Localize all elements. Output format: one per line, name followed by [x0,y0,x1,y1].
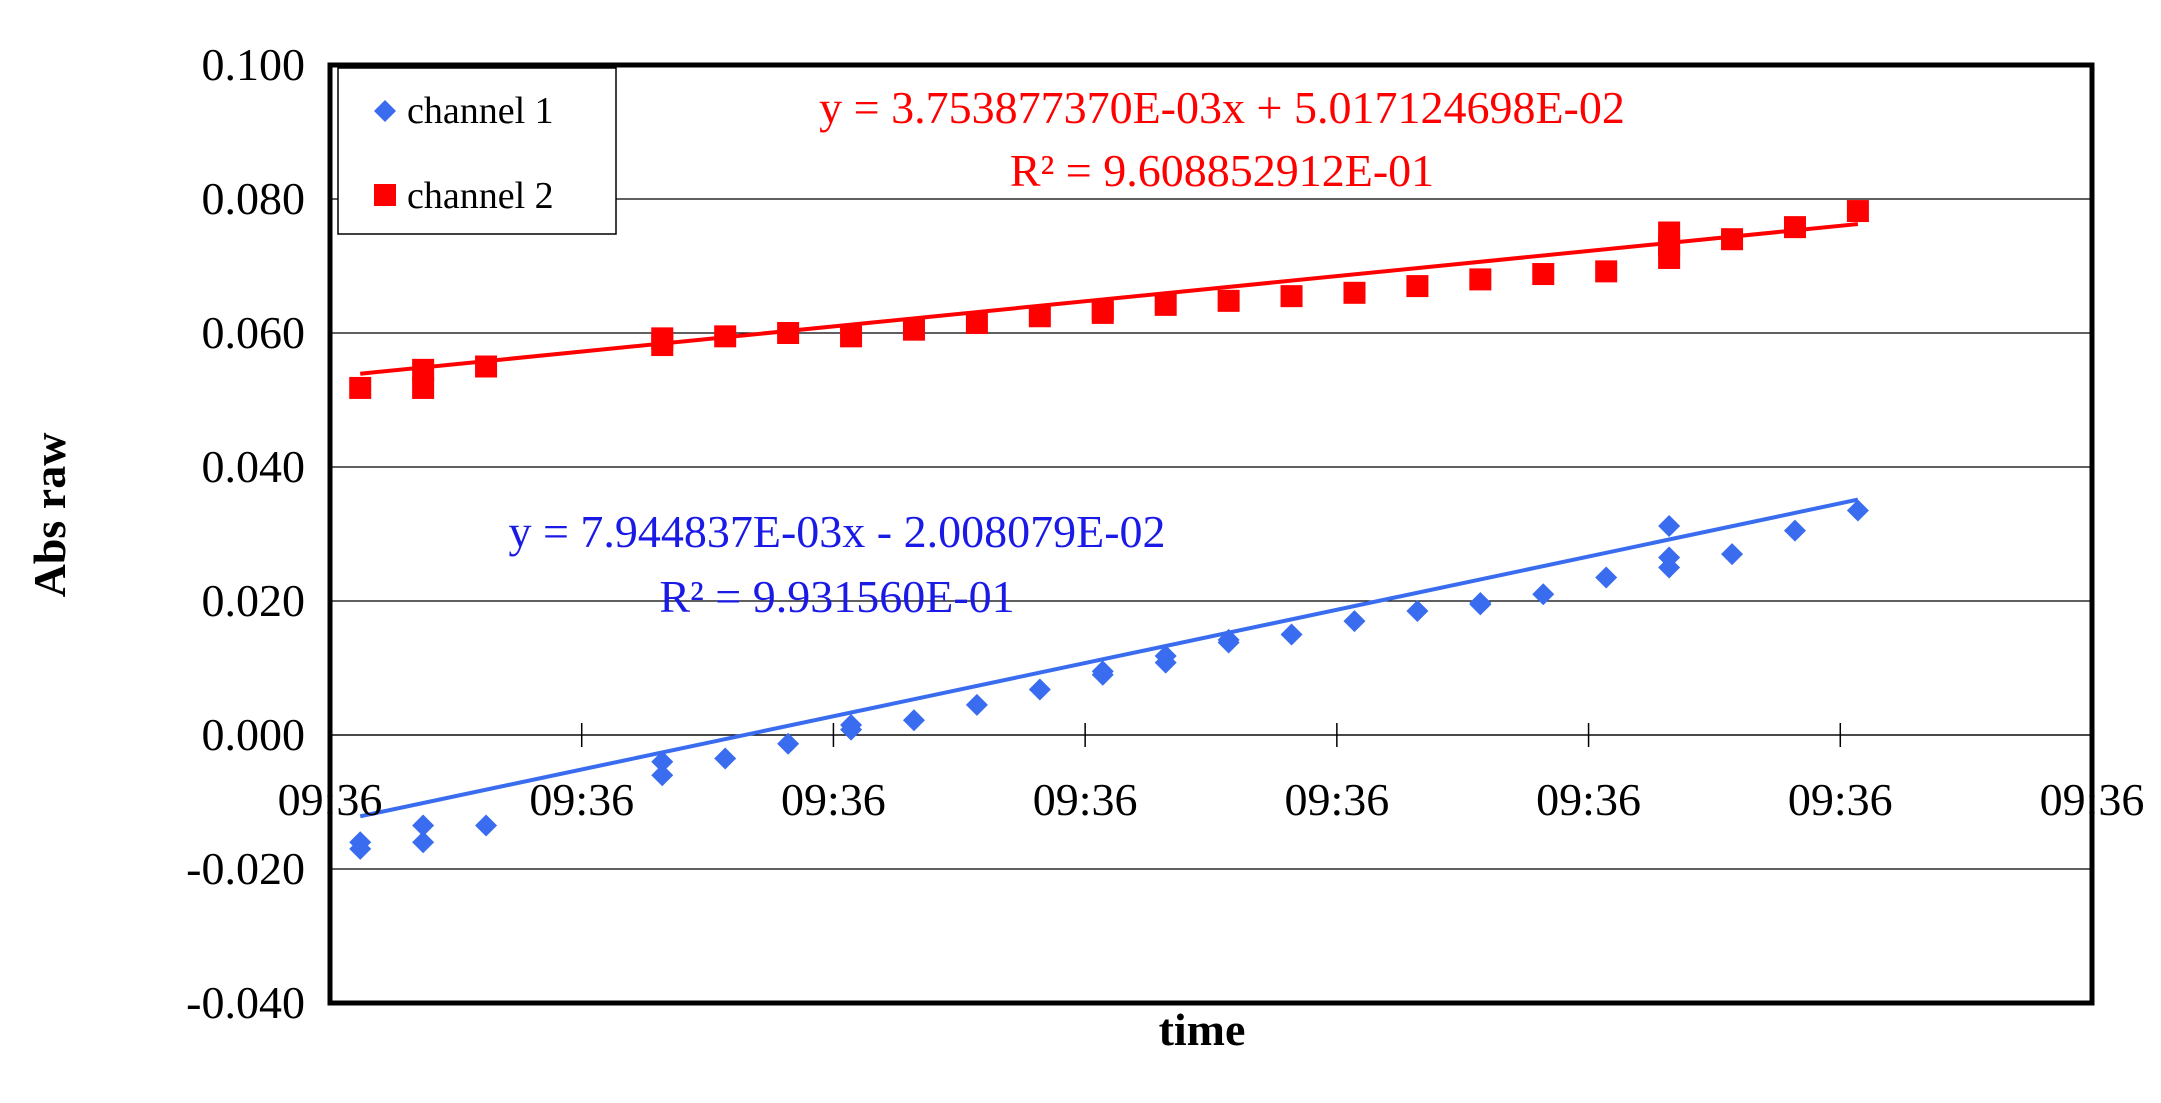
data-point-series-2 [651,327,674,350]
data-point-series-2 [1846,200,1869,223]
x-tick-label: 09:36 [1284,774,1389,825]
data-point-series-1 [1532,583,1555,606]
data-point-series-2 [1469,268,1492,291]
y-tick-label: 0.040 [202,441,306,492]
data-point-series-1 [1280,623,1303,646]
data-point-series-1 [349,831,372,854]
data-point-series-1 [777,732,800,755]
data-point-series-1 [1406,600,1429,623]
data-point-series-1 [1658,514,1681,537]
data-point-series-2 [349,376,372,399]
x-tick-label: 09:36 [1033,774,1138,825]
data-point-series-2 [1721,228,1744,251]
data-point-series-1 [475,814,498,837]
grid-lines [330,198,2092,870]
legend-marker-channel-1 [374,100,396,122]
y-tick-label: 0.060 [202,307,306,358]
data-point-series-2 [840,325,863,348]
data-point-series-1 [1595,566,1618,589]
data-point-series-2 [1028,305,1051,328]
data-point-series-1 [412,831,435,854]
r-squared-channel-2: R² = 9.608852912E-01 [1010,145,1434,196]
data-point-series-1 [1343,610,1366,633]
x-tick-labels: 09:36 09:36 09:36 09:36 09:36 09:36 09:36 09:36 [278,774,2145,825]
legend-box [337,67,617,235]
data-points [349,200,1869,860]
y-axis-title: Abs raw [24,433,75,598]
trendline-series-1 [359,497,1859,819]
data-point-series-1 [1469,592,1492,615]
data-point-series-2 [1280,285,1303,308]
data-point-series-2 [1091,298,1114,321]
data-point-series-2 [1595,260,1618,283]
data-point-series-2 [475,355,498,378]
data-point-series-2 [1343,281,1366,304]
data-point-series-2 [412,358,435,381]
trendline-equation-channel-2: y = 3.753877370E-03x + 5.017124698E-02 [819,82,1625,133]
data-point-series-2 [777,322,800,344]
y-tick-label: -0.020 [186,843,305,894]
data-point-series-1 [412,814,435,837]
x-tick-label: 09:36 [1536,774,1641,825]
y-tick-label: 0.020 [202,575,306,626]
x-tick-label: 09:36 [1788,774,1893,825]
data-point-series-1 [1028,678,1051,701]
data-point-series-2 [1406,275,1429,298]
data-point-series-1 [1658,546,1681,569]
data-point-series-2 [1532,263,1555,286]
data-point-series-2 [1783,216,1806,239]
data-point-series-1 [1091,660,1114,683]
plot-area-frame [327,62,2095,1006]
data-point-series-1 [714,747,737,770]
data-point-series-2 [1217,289,1240,312]
data-point-series-1 [965,693,988,716]
data-point-series-1 [902,709,925,732]
data-point-series-2 [1154,293,1177,316]
data-point-series-2 [412,376,435,399]
data-point-series-1 [1217,628,1240,651]
data-point-series-1 [1783,519,1806,542]
legend-marker-shape [374,100,396,122]
data-point-series-2 [965,311,988,334]
data-point-series-1 [651,750,674,773]
x-axis-title: time [1159,1004,1246,1055]
legend-label-channel-1: channel 1 [407,90,554,132]
x-tick-label: 09:36 [2040,774,2145,825]
x-tick-label: 09:36 [529,774,634,825]
data-point-series-2 [902,318,925,341]
y-tick-labels: 0.100 0.080 0.060 0.040 0.020 0.000 -0.020 -0.0… [186,39,305,1028]
data-point-series-1 [840,713,863,736]
data-point-series-1 [1721,543,1744,566]
r-squared-channel-1: R² = 9.931560E-01 [659,571,1014,622]
legend-marker-shape [374,184,396,206]
x-tick-marks [329,723,2093,747]
legend-label-channel-2: channel 2 [407,175,554,217]
data-point-series-2 [1658,221,1681,244]
y-tick-label: -0.040 [186,977,305,1028]
y-tick-label: 0.080 [202,173,306,224]
data-point-series-2 [714,325,737,348]
data-point-series-1 [1846,499,1869,522]
y-tick-label: 0.100 [202,39,306,90]
x-tick-label: 09:36 [278,774,383,825]
legend: channel 1 channel 2 [337,67,617,235]
data-point-series-1 [1154,644,1177,667]
x-tick-label: 09:36 [781,774,886,825]
trendline-equation-channel-1: y = 7.944837E-03x - 2.008079E-02 [508,506,1165,557]
data-point-series-1 [651,764,674,787]
legend-marker-channel-2 [374,184,396,206]
y-tick-label: 0.000 [202,709,306,760]
